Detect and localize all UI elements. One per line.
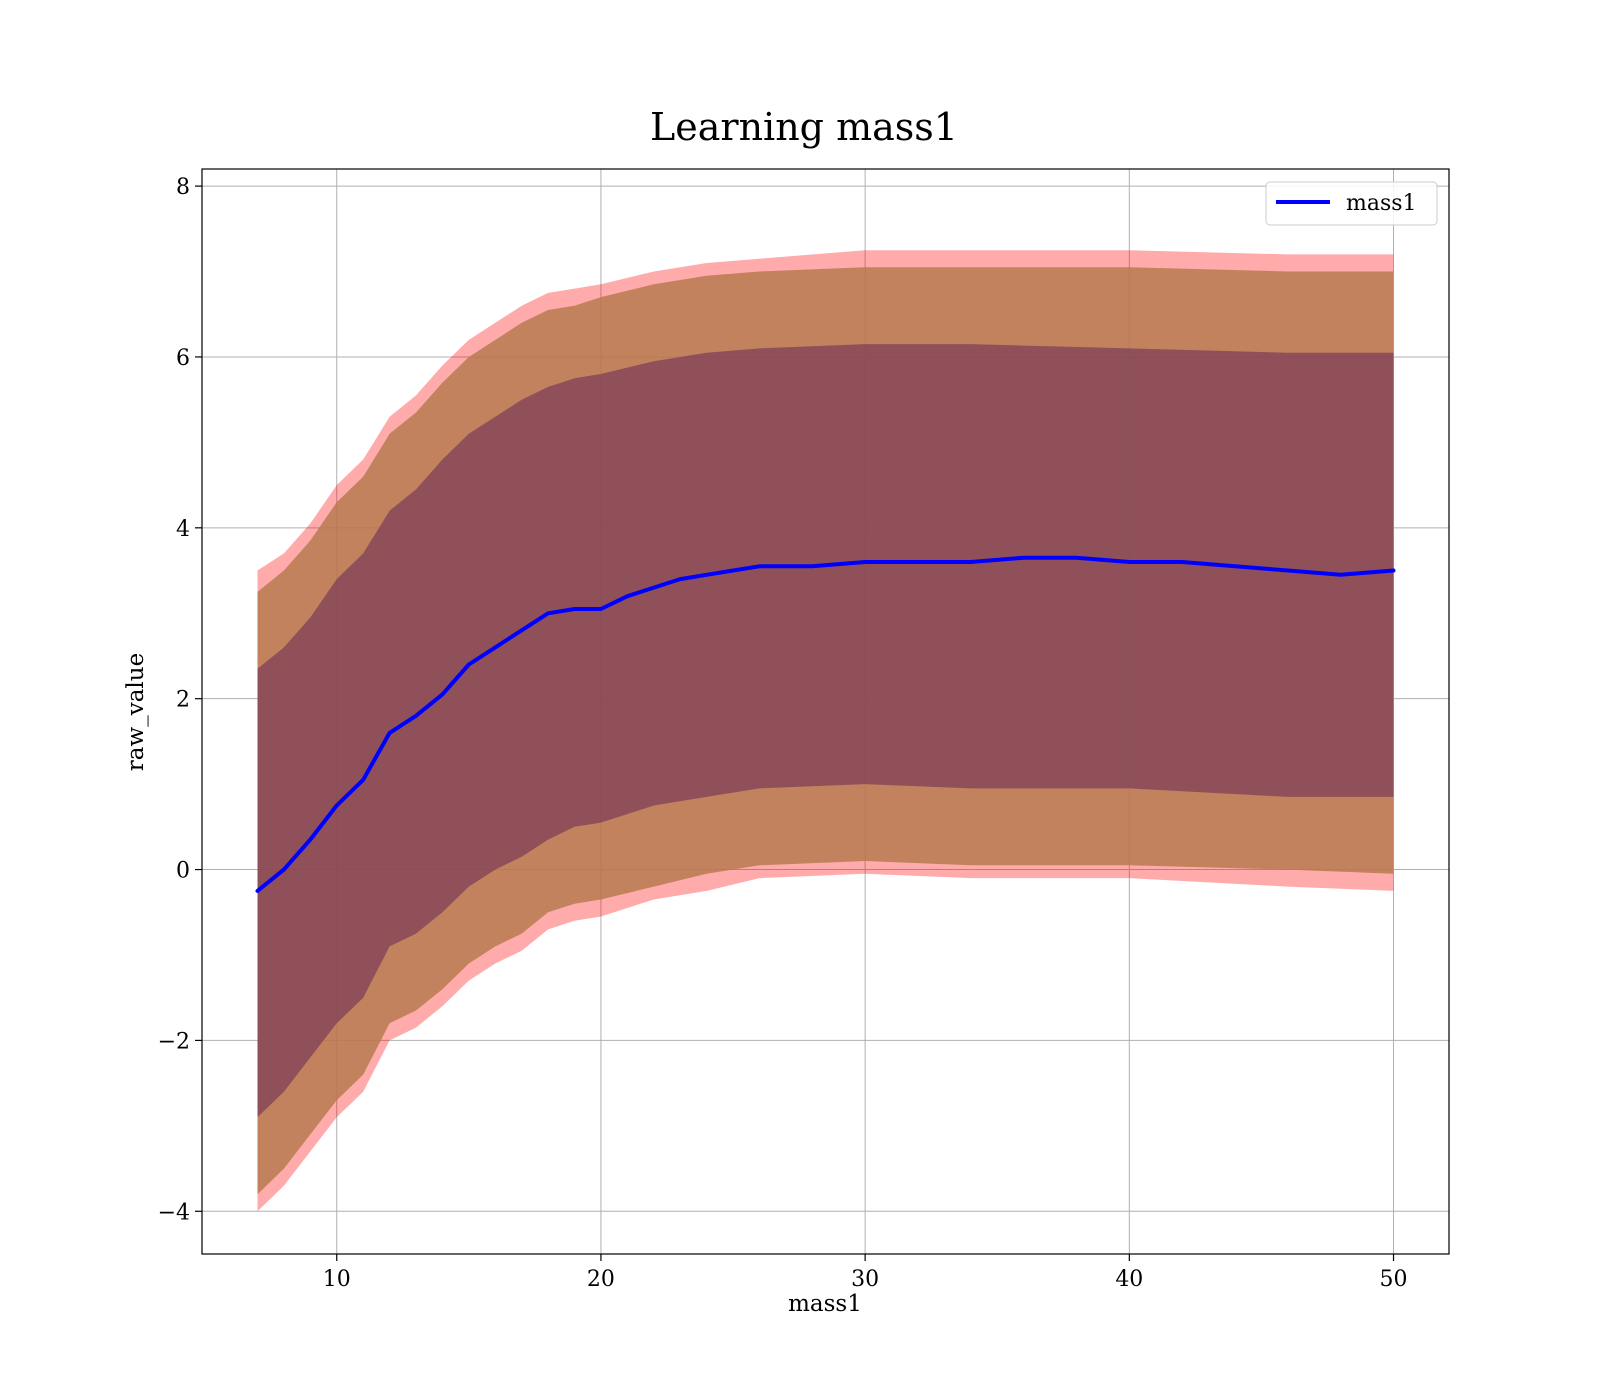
x-tick-label: 10 (323, 1267, 351, 1292)
x-tick-label: 20 (587, 1267, 615, 1292)
y-tick-label: 6 (176, 346, 190, 371)
y-tick-label: 0 (176, 859, 190, 884)
series-layer (255, 555, 1396, 893)
x-tick-label: 30 (851, 1267, 879, 1292)
band-inner (257, 344, 1394, 1118)
y-tick-label: 2 (176, 688, 190, 713)
x-axis-ticks: 10 20 30 40 50 (323, 1254, 1408, 1292)
y-tick-label: −4 (158, 1200, 190, 1225)
chart-title: Learning mass1 (650, 105, 958, 149)
legend-box (1265, 181, 1438, 226)
y-axis-label: raw_value (123, 653, 149, 771)
y-tick-label: 4 (176, 517, 190, 542)
legend-label: mass1 (1346, 191, 1417, 216)
x-axis-label: mass1 (788, 1291, 862, 1317)
x-tick-label: 50 (1380, 1267, 1408, 1292)
y-tick-label: 8 (176, 175, 190, 200)
x-tick-label: 40 (1115, 1267, 1143, 1292)
y-axis-ticks: −4 −2 0 2 4 6 8 (158, 175, 202, 1225)
legend: mass1 (1265, 181, 1438, 226)
series-line-mass1 (255, 555, 1396, 893)
plot-frame (201, 168, 1450, 1255)
confidence-bands (257, 250, 1394, 1212)
y-tick-label: −2 (158, 1029, 190, 1054)
